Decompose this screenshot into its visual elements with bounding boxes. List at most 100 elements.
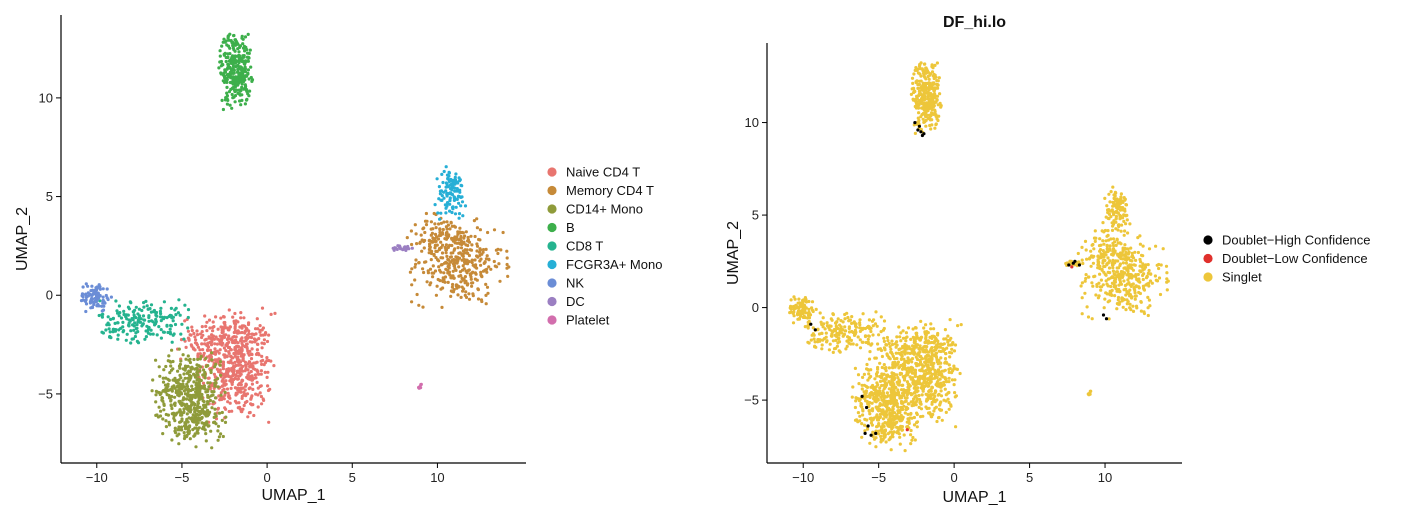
point bbox=[1155, 279, 1160, 283]
point bbox=[923, 344, 927, 348]
point bbox=[456, 259, 460, 263]
point bbox=[194, 413, 198, 417]
point bbox=[910, 360, 914, 364]
point bbox=[1133, 294, 1137, 298]
point bbox=[889, 382, 893, 387]
point bbox=[879, 434, 883, 438]
point bbox=[247, 387, 251, 391]
point bbox=[858, 318, 862, 322]
point bbox=[119, 316, 124, 320]
point bbox=[439, 240, 443, 244]
point bbox=[851, 385, 855, 389]
point bbox=[161, 389, 165, 393]
point bbox=[877, 389, 882, 393]
point bbox=[461, 231, 465, 235]
point bbox=[891, 362, 895, 366]
point bbox=[204, 364, 208, 369]
point bbox=[827, 348, 832, 352]
point bbox=[889, 448, 893, 452]
point bbox=[222, 353, 226, 357]
point bbox=[1102, 255, 1106, 259]
point bbox=[920, 96, 924, 101]
point bbox=[1127, 276, 1131, 280]
point bbox=[251, 366, 255, 370]
point bbox=[1164, 264, 1169, 268]
point bbox=[1116, 207, 1120, 211]
point bbox=[439, 287, 443, 291]
point bbox=[260, 306, 265, 310]
point bbox=[109, 317, 113, 321]
point bbox=[238, 65, 242, 69]
point bbox=[161, 376, 165, 380]
point bbox=[1123, 229, 1127, 233]
point bbox=[1112, 252, 1116, 256]
point bbox=[944, 352, 948, 356]
point bbox=[250, 347, 254, 351]
legend-item: B bbox=[547, 220, 575, 235]
point bbox=[463, 281, 467, 285]
point bbox=[167, 314, 171, 318]
point bbox=[241, 42, 245, 46]
point bbox=[1115, 238, 1119, 242]
point bbox=[877, 422, 881, 426]
point bbox=[897, 383, 901, 387]
point bbox=[909, 428, 913, 433]
point bbox=[249, 65, 253, 69]
point bbox=[895, 404, 900, 408]
point bbox=[824, 331, 828, 335]
point bbox=[206, 411, 210, 415]
point bbox=[835, 344, 840, 348]
point bbox=[263, 333, 267, 337]
point bbox=[1115, 307, 1119, 311]
point bbox=[899, 426, 903, 430]
point bbox=[445, 230, 449, 235]
point bbox=[444, 165, 448, 169]
point bbox=[484, 293, 488, 297]
point bbox=[131, 317, 135, 321]
point bbox=[865, 405, 869, 410]
point bbox=[446, 257, 450, 262]
point bbox=[210, 337, 214, 341]
point bbox=[242, 393, 246, 397]
point bbox=[176, 369, 180, 373]
point bbox=[887, 407, 891, 411]
point bbox=[829, 317, 833, 321]
legend-label: DC bbox=[566, 294, 585, 309]
point bbox=[460, 195, 464, 199]
point bbox=[820, 343, 824, 347]
point bbox=[924, 337, 928, 341]
point bbox=[134, 331, 138, 335]
point bbox=[218, 54, 222, 58]
point bbox=[807, 299, 811, 304]
point bbox=[908, 347, 913, 351]
point bbox=[825, 339, 829, 343]
point bbox=[229, 347, 233, 352]
point bbox=[237, 348, 241, 352]
point bbox=[935, 375, 939, 380]
point bbox=[1141, 244, 1145, 248]
point bbox=[463, 234, 467, 238]
point bbox=[207, 395, 211, 399]
point bbox=[253, 340, 257, 344]
point bbox=[208, 354, 212, 358]
point bbox=[206, 400, 210, 404]
point bbox=[162, 408, 166, 412]
point bbox=[423, 219, 428, 223]
point bbox=[208, 381, 212, 385]
series-3 bbox=[217, 32, 255, 112]
point bbox=[190, 387, 195, 391]
point bbox=[229, 386, 233, 390]
point bbox=[1107, 317, 1111, 321]
point bbox=[1134, 258, 1138, 262]
point bbox=[831, 312, 835, 316]
point bbox=[433, 232, 438, 236]
point bbox=[178, 313, 182, 317]
point bbox=[459, 280, 463, 284]
point bbox=[195, 333, 200, 337]
point bbox=[823, 327, 827, 331]
point bbox=[446, 236, 450, 240]
point bbox=[920, 384, 925, 388]
point bbox=[860, 394, 864, 398]
point bbox=[1141, 284, 1145, 288]
point bbox=[456, 194, 461, 198]
